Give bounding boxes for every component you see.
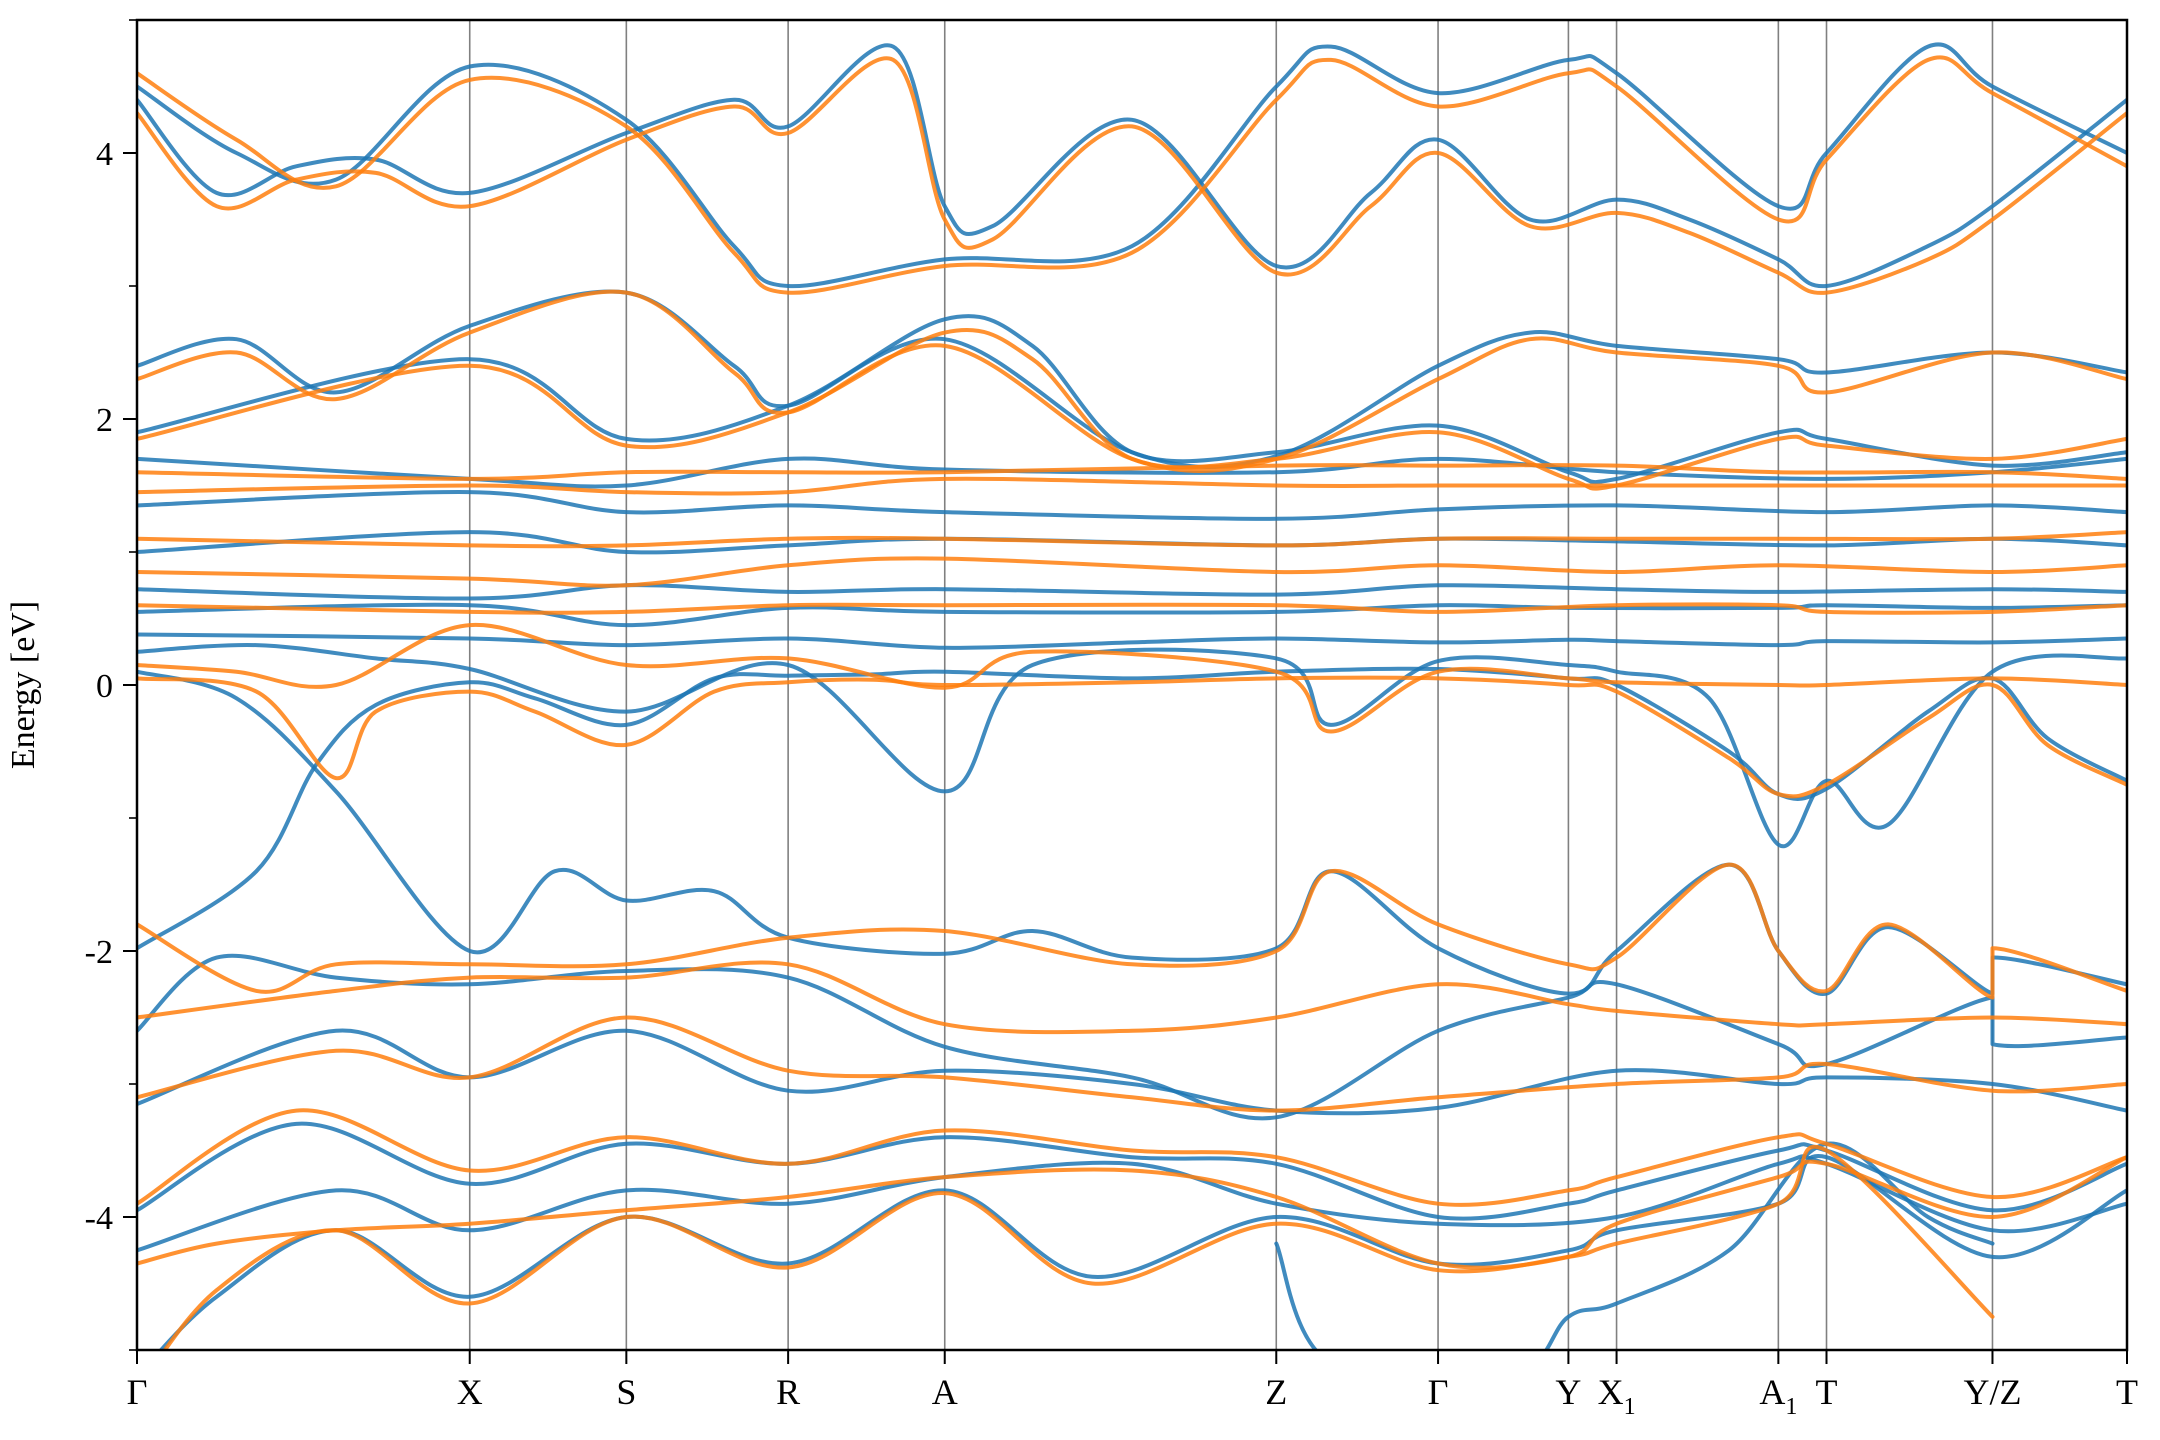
band-line [137, 602, 2127, 615]
y-tick-label: 0 [96, 668, 113, 705]
band-line [137, 642, 2127, 849]
k-point-label: Γ [127, 1372, 148, 1412]
y-tick-label: 4 [96, 136, 113, 173]
x-axis: Γ X S R A Z Γ Y X1 A1 T Y/Z T [127, 1350, 2138, 1420]
band-line [162, 1144, 1995, 1350]
y-tick-label: -2 [85, 934, 113, 971]
band-line [137, 669, 2127, 996]
k-point-label: X [457, 1372, 483, 1412]
band-line [137, 1028, 2127, 1116]
k-point-label: Z [1265, 1372, 1287, 1412]
k-point-label: X1 [1598, 1372, 1636, 1420]
k-point-label: Y [1555, 1372, 1581, 1412]
y-tick-label: 2 [96, 402, 113, 439]
k-point-label: A [932, 1372, 958, 1412]
band-line [137, 1121, 2127, 1221]
band-line [137, 960, 2127, 1035]
k-point-label: Γ [1428, 1372, 1449, 1412]
band-line [137, 314, 2127, 485]
band-line [137, 556, 2127, 588]
band-line [137, 675, 2127, 799]
k-point-label: R [776, 1372, 800, 1412]
band-line [137, 632, 2127, 650]
y-axis: -4 -2 0 2 4 [85, 19, 137, 1351]
band-line [137, 583, 2127, 601]
band-line [137, 666, 2127, 951]
band-line [137, 490, 2127, 521]
k-point-label: T [1816, 1372, 1838, 1412]
band-line [137, 953, 2127, 1121]
band-line [137, 476, 2127, 496]
band-line [137, 456, 2127, 489]
band-line [137, 623, 2127, 734]
k-point-label: Y/Z [1963, 1372, 2021, 1412]
band-line [137, 42, 2127, 289]
k-point-label: S [616, 1372, 636, 1412]
band-line [137, 1108, 2127, 1207]
band-line [137, 56, 2127, 295]
band-line [137, 55, 2127, 295]
band-line [137, 289, 2127, 469]
band-line [137, 1015, 2127, 1113]
k-point-label: A1 [1759, 1372, 1797, 1420]
band-line [137, 43, 2127, 289]
band-line [137, 602, 2127, 628]
band-line [158, 1154, 2127, 1350]
band-line [137, 862, 2127, 1000]
y-tick-label: -4 [85, 1200, 113, 1237]
band-line [137, 530, 2127, 549]
band-line [137, 289, 2127, 474]
band-line [137, 327, 2127, 491]
k-point-label: T [2116, 1372, 2138, 1412]
band-line [1274, 1141, 1995, 1350]
energy-bands [137, 42, 2127, 1350]
y-axis-label: Energy [eV] [5, 601, 42, 769]
